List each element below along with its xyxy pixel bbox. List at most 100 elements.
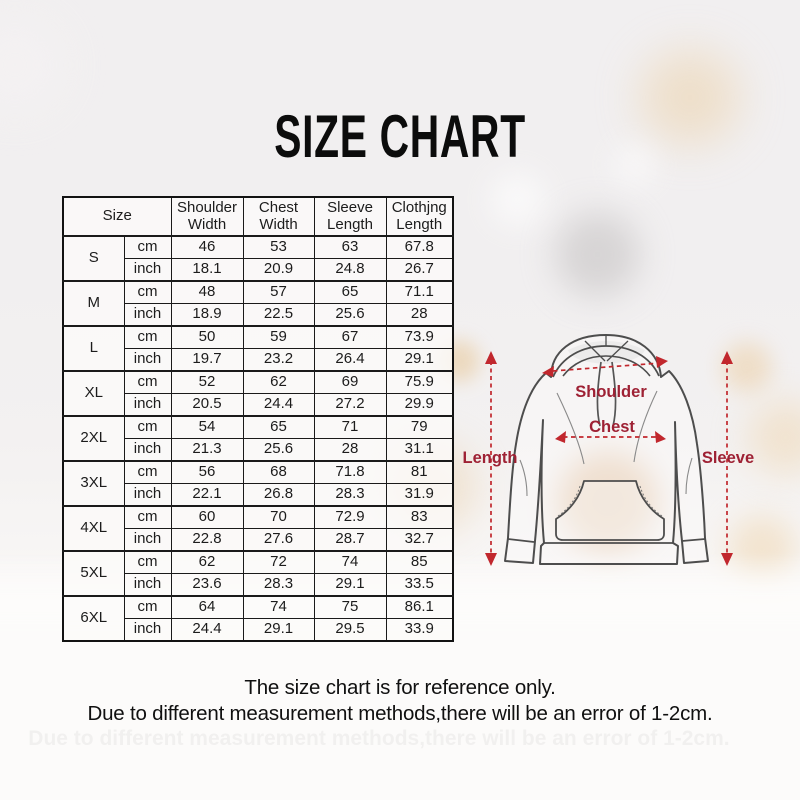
size-table-container: Size Shoulder Width Chest Width Sleeve Leng… [62, 196, 454, 642]
bokeh-circle [640, 50, 740, 145]
value-cell: 24.4 [242, 393, 315, 417]
shoulder-measure-line [552, 362, 662, 372]
chest-label: Chest [589, 418, 635, 436]
value-cell: 29.5 [313, 618, 387, 642]
value-cell: 57 [242, 280, 315, 304]
table-row: inch 22.1 26.8 28.3 31.9 [63, 483, 454, 507]
value-cell: 26.7 [385, 258, 454, 282]
value-cell: 23.2 [242, 348, 315, 372]
hood-fold-right [606, 340, 629, 362]
unit-cell: cm [123, 550, 172, 574]
footnote-line2: Due to different measurement methods,the… [87, 702, 713, 725]
size-cell: L [62, 325, 125, 372]
value-cell: 63 [313, 235, 387, 259]
value-cell: 28.3 [313, 483, 387, 507]
value-cell: 50 [170, 325, 244, 349]
unit-cell: inch [123, 438, 172, 462]
value-cell: 32.7 [385, 528, 454, 552]
column-header: Clothjng Length [385, 196, 454, 237]
value-cell: 72 [242, 550, 315, 574]
value-cell: 81 [385, 460, 454, 484]
value-cell: 27.2 [313, 393, 387, 417]
hood-collar-inner [562, 355, 651, 377]
cuff-line-left [507, 538, 535, 543]
unit-cell: inch [123, 393, 172, 417]
table-row: 4XL cm 60 70 72.9 83 [62, 505, 454, 552]
value-cell: 64 [170, 595, 244, 619]
value-cell: 69 [313, 370, 387, 394]
arrowhead [655, 431, 666, 443]
unit-cell: inch [123, 348, 172, 372]
value-cell: 56 [170, 460, 244, 484]
value-cell: 23.6 [170, 573, 244, 597]
value-cell: 18.9 [170, 303, 244, 327]
unit-cell: cm [123, 595, 172, 619]
unit-cell: cm [123, 415, 172, 439]
value-cell: 75 [313, 595, 387, 619]
value-cell: 22.5 [242, 303, 315, 327]
value-cell: 31.1 [385, 438, 454, 462]
value-cell: 67 [313, 325, 387, 349]
cuff-line-right [681, 538, 706, 542]
table-row: 5XL cm 62 72 74 85 [62, 550, 454, 597]
unit-cell: cm [123, 235, 172, 259]
hoodie-diagram: Shoulder Chest Length Sleeve [452, 328, 782, 578]
value-cell: 52 [170, 370, 244, 394]
column-header: Shoulder Width [170, 196, 244, 237]
value-cell: 21.3 [170, 438, 244, 462]
value-cell: 28.3 [242, 573, 315, 597]
value-cell: 65 [242, 415, 315, 439]
table-row: inch 23.6 28.3 29.1 33.5 [63, 573, 454, 597]
table-row: inch 19.7 23.2 26.4 29.1 [63, 348, 454, 372]
size-cell: 4XL [62, 505, 125, 552]
table-row: inch 18.1 20.9 24.8 26.7 [63, 258, 454, 282]
crease [685, 457, 693, 495]
hoodie-illustration: Shoulder Chest Length Sleeve [463, 334, 754, 566]
page-title: SIZE CHART [274, 103, 526, 170]
value-cell: 28 [385, 303, 454, 327]
crease [519, 459, 528, 497]
value-cell: 19.7 [170, 348, 244, 372]
unit-cell: inch [123, 618, 172, 642]
size-table: Size Shoulder Width Chest Width Sleeve Leng… [62, 196, 454, 642]
unit-cell: inch [123, 573, 172, 597]
footnote-line1: The size chart is for reference only. [244, 676, 556, 699]
value-cell: 31.9 [385, 483, 454, 507]
value-cell: 20.9 [242, 258, 315, 282]
arrowhead [485, 553, 497, 566]
value-cell: 33.9 [385, 618, 454, 642]
value-cell: 72.9 [313, 505, 387, 529]
unit-cell: inch [123, 258, 172, 282]
table-row: inch 20.5 24.4 27.2 29.9 [63, 393, 454, 417]
value-cell: 26.8 [242, 483, 315, 507]
unit-cell: inch [123, 303, 172, 327]
value-cell: 83 [385, 505, 454, 529]
value-cell: 73.9 [385, 325, 454, 349]
size-cell: XL [62, 370, 125, 417]
value-cell: 65 [313, 280, 387, 304]
unit-cell: inch [123, 528, 172, 552]
table-row: XL cm 52 62 69 75.9 [62, 370, 454, 417]
value-cell: 62 [170, 550, 244, 574]
value-cell: 25.6 [242, 438, 315, 462]
value-cell: 33.5 [385, 573, 454, 597]
value-cell: 53 [242, 235, 315, 259]
size-corner-header: Size [62, 196, 172, 237]
column-header: Chest Width [242, 196, 315, 237]
value-cell: 18.1 [170, 258, 244, 282]
value-cell: 24.8 [313, 258, 387, 282]
pocket [555, 480, 665, 541]
value-cell: 29.1 [313, 573, 387, 597]
column-header: Sleeve Length [313, 196, 387, 237]
bokeh-circle [612, 142, 657, 187]
value-cell: 85 [385, 550, 454, 574]
size-cell: 3XL [62, 460, 125, 507]
value-cell: 71 [313, 415, 387, 439]
value-cell: 86.1 [385, 595, 454, 619]
value-cell: 46 [170, 235, 244, 259]
value-cell: 28.7 [313, 528, 387, 552]
sleeve-label: Sleeve [702, 449, 754, 467]
